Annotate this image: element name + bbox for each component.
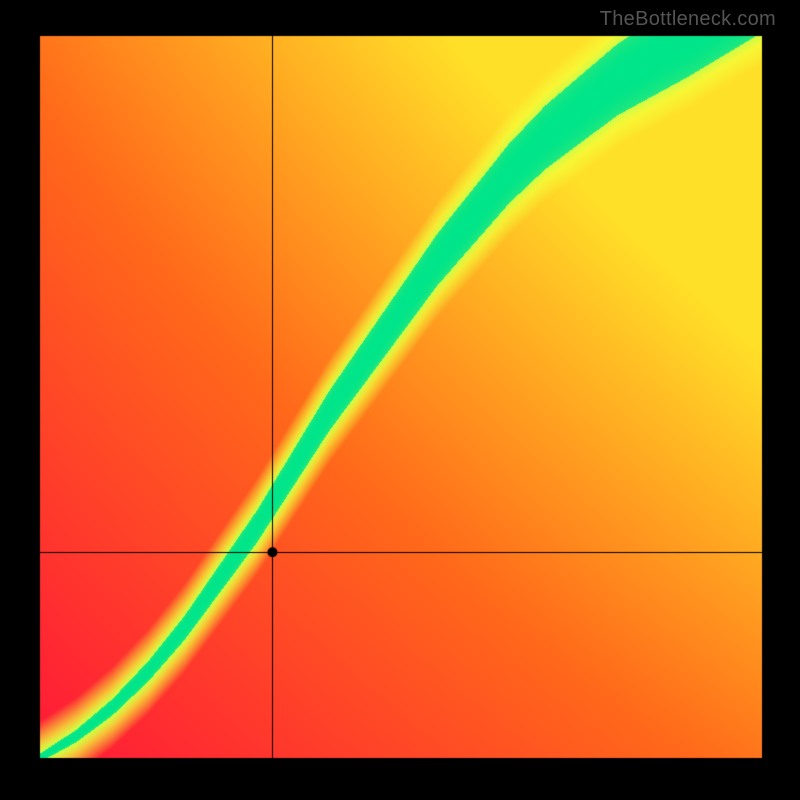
watermark-text: TheBottleneck.com	[600, 8, 776, 31]
chart-container: TheBottleneck.com	[0, 0, 800, 800]
bottleneck-heatmap-canvas	[0, 0, 800, 800]
